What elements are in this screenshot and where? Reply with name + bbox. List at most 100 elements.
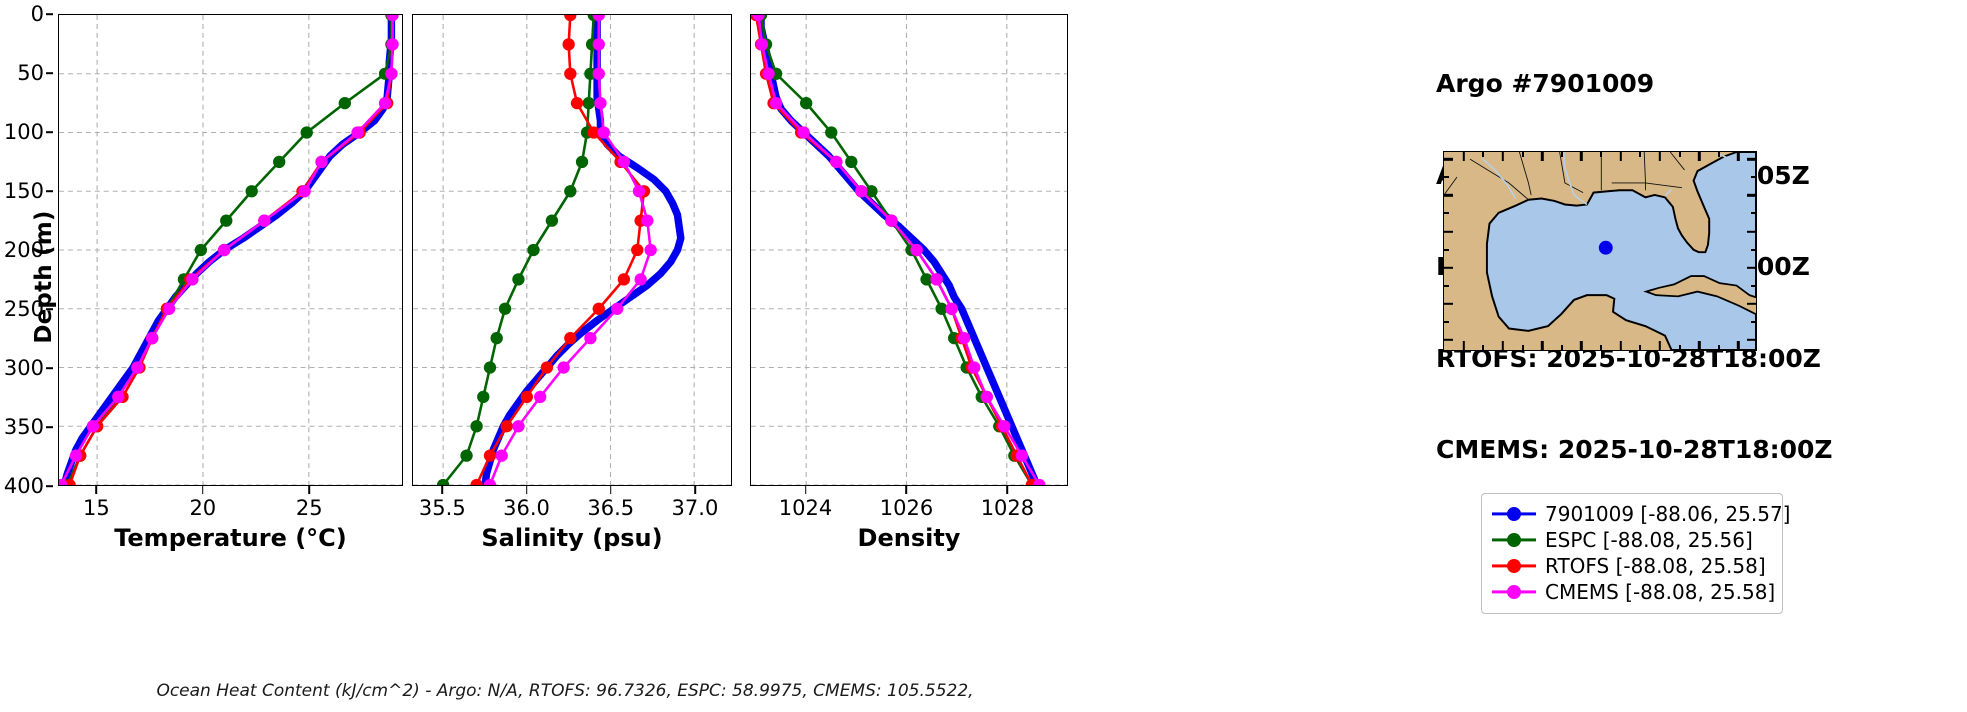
salinity-plot-area bbox=[413, 15, 731, 485]
legend-marker-cmems-icon bbox=[1492, 584, 1536, 600]
map-lon-tick bbox=[1462, 152, 1465, 161]
depth-tick-label: 300 bbox=[3, 356, 44, 380]
legend-item-espc[interactable]: ESPC [-88.08, 25.56] bbox=[1492, 527, 1772, 553]
map-lon-tick bbox=[1501, 152, 1505, 161]
map-lat-tick bbox=[1747, 266, 1756, 269]
map-lat-tick bbox=[1747, 302, 1756, 305]
series-legend: 7901009 [-88.06, 25.57] ESPC [-88.08, 25.… bbox=[1481, 493, 1790, 614]
temperature-plot-area bbox=[59, 15, 402, 485]
salinity-tick-mark bbox=[609, 486, 612, 494]
depth-tick-label: 50 bbox=[17, 61, 44, 85]
legend-label: CMEMS [-88.08, 25.58] bbox=[1545, 580, 1776, 604]
map-lon-minor-tick bbox=[1678, 345, 1681, 350]
density-tick-mark bbox=[804, 486, 807, 494]
depth-tick-mark bbox=[46, 426, 53, 428]
map-lon-tick bbox=[1619, 152, 1622, 161]
depth-tick-mark bbox=[46, 131, 53, 133]
legend-item-cmems[interactable]: CMEMS [-88.08, 25.58] bbox=[1492, 579, 1776, 605]
density-tick-label: 1024 bbox=[778, 496, 833, 520]
legend-dot bbox=[1507, 585, 1521, 599]
map-lon-tick bbox=[1540, 341, 1544, 350]
map-lon-minor-tick bbox=[1560, 345, 1563, 350]
map-lon-minor-tick bbox=[1482, 152, 1485, 157]
legend-label: 7901009 [-88.06, 25.57] bbox=[1545, 502, 1791, 526]
map-lon-minor-tick bbox=[1639, 345, 1642, 350]
temperature-xaxis: Temperature (°C) 15 20 25 bbox=[58, 486, 403, 552]
map-lat-tick bbox=[1444, 302, 1453, 305]
map-lon-minor-tick bbox=[1600, 345, 1602, 350]
density-tick-label: 1028 bbox=[980, 496, 1035, 520]
map-lon-tick bbox=[1658, 152, 1662, 161]
map-lat-minor-tick bbox=[1751, 212, 1756, 215]
depth-tick-mark bbox=[46, 190, 53, 192]
legend-marker-rtofs-icon bbox=[1492, 558, 1536, 574]
salinity-tick-mark bbox=[694, 486, 696, 494]
depth-tick-mark bbox=[46, 485, 53, 487]
map-lon-minor-tick bbox=[1521, 152, 1524, 157]
density-xaxis: Density 1024 1026 1028 bbox=[750, 486, 1068, 552]
depth-axis: Depth (m) 0 50 100 150 200 250 300 350 400 bbox=[0, 2, 57, 498]
temperature-tick-mark bbox=[95, 486, 98, 494]
locator-map[interactable]: 33°N30°N27°N24°N21°N18°N99°W96°W93°W90°W… bbox=[1443, 151, 1757, 351]
map-lat-minor-tick bbox=[1444, 320, 1449, 323]
ocean-heat-content-caption: Ocean Heat Content (kJ/cm^2) - Argo: N/A… bbox=[156, 681, 974, 701]
depth-tick-label: 100 bbox=[3, 120, 44, 144]
map-lat-tick bbox=[1747, 338, 1756, 342]
map-lat-tick bbox=[1444, 194, 1453, 197]
legend-dot bbox=[1507, 533, 1521, 547]
map-lon-tick bbox=[1697, 152, 1701, 161]
temperature-tick-label: 15 bbox=[82, 496, 110, 520]
map-lat-minor-tick bbox=[1444, 176, 1449, 179]
depth-tick-label: 200 bbox=[3, 238, 44, 262]
legend-marker-argo-icon bbox=[1492, 506, 1536, 522]
depth-tick-label: 0 bbox=[30, 2, 44, 26]
salinity-tick-mark bbox=[441, 486, 444, 494]
map-lat-tick bbox=[1444, 230, 1453, 233]
depth-tick-label: 250 bbox=[3, 297, 44, 321]
map-lon-tick bbox=[1580, 341, 1583, 350]
map-lon-minor-tick bbox=[1482, 345, 1485, 350]
legend-item-rtofs[interactable]: RTOFS [-88.08, 25.58] bbox=[1492, 553, 1772, 579]
density-tick-label: 1026 bbox=[879, 496, 934, 520]
legend-item-argo[interactable]: 7901009 [-88.06, 25.57] bbox=[1492, 501, 1790, 527]
map-lat-tick bbox=[1747, 158, 1756, 161]
map-lon-tick bbox=[1619, 341, 1622, 350]
map-lat-tick bbox=[1747, 194, 1756, 197]
map-lon-tick bbox=[1580, 152, 1583, 161]
salinity-xaxis: Salinity (psu) 35.5 36.0 36.5 37.0 bbox=[412, 486, 732, 552]
map-lon-tick bbox=[1658, 341, 1662, 350]
map-lat-minor-tick bbox=[1751, 284, 1756, 287]
legend-label: RTOFS [-88.08, 25.58] bbox=[1545, 554, 1766, 578]
depth-tick-label: 150 bbox=[3, 179, 44, 203]
temperature-tick-label: 20 bbox=[189, 496, 217, 520]
salinity-tick-label: 35.5 bbox=[418, 496, 466, 520]
salinity-tick-label: 36.5 bbox=[587, 496, 635, 520]
map-lat-tick bbox=[1444, 338, 1453, 342]
map-lon-tick bbox=[1501, 341, 1505, 350]
map-lat-minor-tick bbox=[1444, 284, 1449, 287]
map-lon-tick bbox=[1737, 341, 1740, 350]
map-lat-minor-tick bbox=[1751, 320, 1756, 323]
temperature-panel bbox=[58, 14, 403, 486]
depth-tick-mark bbox=[46, 13, 53, 15]
map-lon-minor-tick bbox=[1717, 152, 1720, 157]
map-lat-tick bbox=[1444, 266, 1453, 269]
temperature-tick-label: 25 bbox=[295, 496, 323, 520]
depth-tick-mark bbox=[46, 72, 53, 74]
map-lon-minor-tick bbox=[1639, 152, 1642, 157]
temperature-axis-title: Temperature (°C) bbox=[114, 524, 347, 552]
salinity-axis-title: Salinity (psu) bbox=[481, 524, 663, 552]
map-lon-tick bbox=[1697, 341, 1701, 350]
header-line-cmems-time: CMEMS: 2025-10-28T18:00Z bbox=[1436, 435, 1833, 464]
map-lat-minor-tick bbox=[1751, 176, 1756, 179]
map-lon-minor-tick bbox=[1678, 152, 1681, 157]
map-lon-tick bbox=[1540, 152, 1544, 161]
salinity-panel bbox=[412, 14, 732, 486]
legend-dot bbox=[1507, 559, 1521, 573]
map-lon-tick bbox=[1737, 152, 1740, 161]
map-lat-minor-tick bbox=[1444, 248, 1449, 251]
density-plot-area bbox=[751, 15, 1067, 485]
header-line-argo-id: Argo #7901009 bbox=[1436, 69, 1655, 98]
map-lat-minor-tick bbox=[1751, 248, 1756, 251]
density-panel bbox=[750, 14, 1068, 486]
